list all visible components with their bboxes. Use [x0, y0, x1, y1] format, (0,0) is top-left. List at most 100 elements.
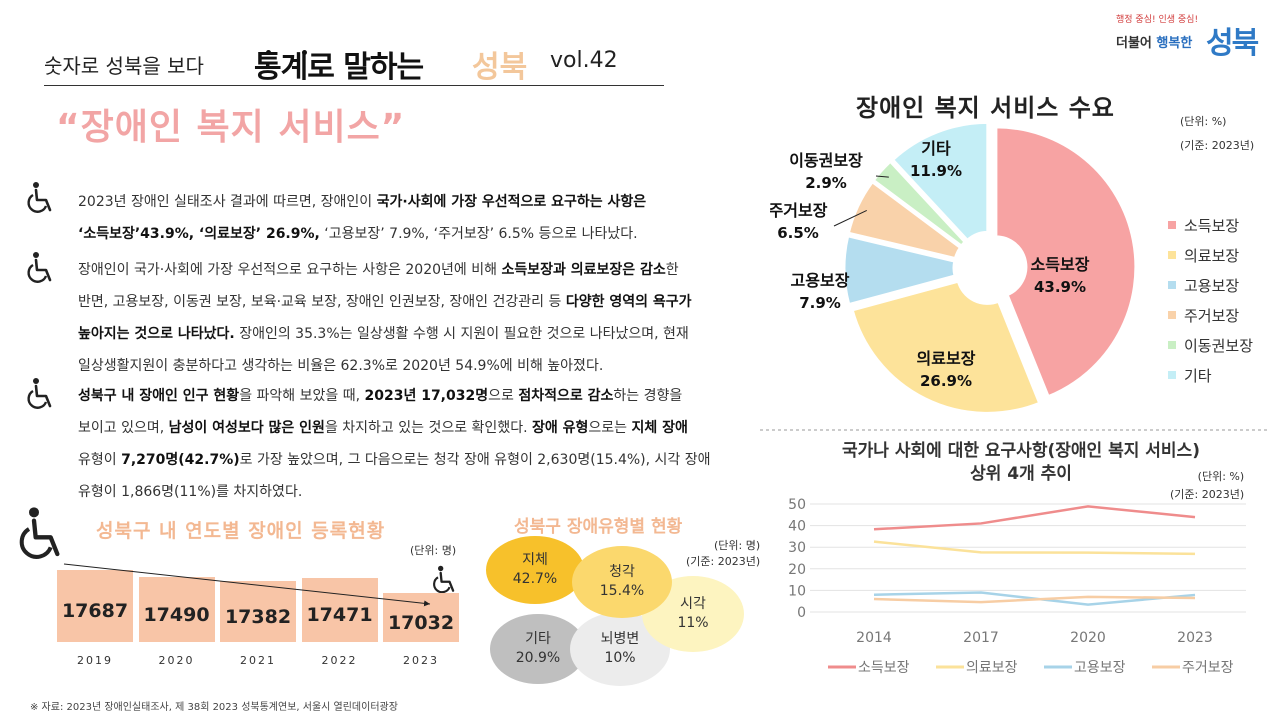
- bar-year-label: 2020: [158, 654, 195, 667]
- pie-leader-line: [833, 210, 867, 227]
- bar-value-label: 17032: [387, 611, 455, 634]
- pie-chart-title: 장애인 복지 서비스 수요: [856, 94, 1115, 122]
- legend-label: 고용보장: [1074, 660, 1126, 676]
- paragraph-emphasis: 2023년 17,032명: [364, 388, 489, 404]
- y-tick-label: 50: [788, 497, 806, 513]
- bar-year-label: 2019: [77, 654, 113, 667]
- header-volume: vol.42: [550, 48, 618, 73]
- pie-slice-2: [842, 234, 957, 307]
- bar-value-label: 17382: [224, 605, 292, 628]
- type-percent: 10%: [604, 650, 636, 666]
- legend-label: 주거보장: [1182, 660, 1234, 676]
- legend-label: 주거보장: [1184, 306, 1240, 325]
- bar-year-label: 2023: [403, 654, 439, 667]
- paragraph-text: ‘고용보장’ 7.9%, ‘주거보장’ 6.5% 등으로 나타났다.: [319, 226, 638, 242]
- registration-chart-unit: (단위: 명): [410, 544, 457, 557]
- pie-legend: 소득보장 의료보장 고용보장 주거보장 이동권보장 기타: [1168, 210, 1253, 390]
- bar-2023: [383, 593, 459, 642]
- legend-item: 이동권보장: [1168, 330, 1253, 360]
- type-name: 지체: [522, 552, 548, 568]
- logo-tagline: 행정 중심! 인생 중심!: [1116, 15, 1199, 25]
- trend-chart-unit: (단위: %) (기준: 2023년): [1170, 470, 1245, 501]
- pie-slice-5: [890, 120, 990, 243]
- legend-label: 의료보장: [1184, 246, 1240, 265]
- trend-chart-title: 국가나 사회에 대한 요구사항(장애인 복지 서비스) 상위 4개 추이: [842, 441, 1200, 484]
- bar-2022: [301, 578, 378, 642]
- y-tick-label: 40: [788, 519, 806, 535]
- type-bubble: 기타 20.9%: [490, 614, 586, 684]
- pie-slice-name: 고용보장: [791, 271, 850, 290]
- paragraph-text: 보이고 있으며,: [78, 420, 169, 436]
- paragraph-emphasis: 남성이 여성보다 많은 인원: [168, 420, 325, 436]
- paragraph-emphasis: 국가·사회에 가장 우선적으로 요구하는 사항은: [376, 194, 647, 210]
- pie-slice-name: 기타: [921, 139, 951, 158]
- y-tick-label: 0: [797, 605, 806, 621]
- registration-chart-title: 성북구 내 연도별 장애인 등록현황: [96, 520, 386, 542]
- x-tick-label: 2017: [963, 630, 999, 646]
- series-line-1: [873, 540, 1196, 556]
- emphasis-dot: [266, 50, 271, 55]
- y-tick-label: 10: [788, 583, 806, 599]
- type-percent: 11%: [677, 615, 709, 631]
- legend-label: 소득보장: [858, 660, 910, 676]
- type-bubble: 시각 11%: [642, 576, 744, 652]
- pie-slice-value: 11.9%: [910, 162, 962, 180]
- bar-2020: [138, 577, 215, 642]
- wheelchair-icon: [19, 507, 60, 559]
- pie-slice-value: 43.9%: [1034, 278, 1086, 296]
- bar-value-label: 17471: [306, 604, 373, 626]
- topic-title: “장애인 복지 서비스”: [56, 107, 406, 148]
- paragraph-text: 한: [665, 262, 679, 278]
- logo-slogan: 더불어 행복한: [1116, 36, 1193, 51]
- legend-label: 기타: [1184, 366, 1212, 385]
- paragraph-2: 장애인이 국가·사회에 가장 우선적으로 요구하는 사항은 2020년에 비해 …: [78, 254, 758, 382]
- pie-slice-name: 이동권보장: [789, 151, 863, 170]
- pie-slice-1: [850, 279, 1042, 415]
- pie-slice-4: [871, 159, 968, 249]
- paragraph-3: 성북구 내 장애인 인구 현황을 파악해 보았을 때, 2023년 17,032…: [78, 380, 758, 508]
- pie-slice-value: 7.9%: [799, 294, 841, 312]
- paragraph-text: 으로는: [588, 420, 632, 436]
- pie-slice-0: [994, 125, 1138, 399]
- source-note: ※ 자료: 2023년 장애인실태조사, 제 38회 2023 성북통계연보, …: [30, 702, 398, 713]
- emphasis-dot: [302, 50, 307, 55]
- paragraph-emphasis: ‘소득보장’43.9%, ‘의료보장’ 26.9%,: [78, 226, 320, 242]
- legend-swatch: [1168, 341, 1176, 349]
- type-name: 청각: [609, 564, 635, 580]
- legend-label: 소득보장: [1184, 216, 1240, 235]
- legend-swatch: [1168, 251, 1176, 259]
- type-percent: 42.7%: [512, 571, 558, 587]
- bar-2021: [220, 581, 296, 642]
- types-chart-unit: (단위: 명) (기준: 2023년): [686, 539, 761, 568]
- paragraph-text: 을 파악해 보았을 때,: [239, 388, 365, 404]
- legend-swatch: [1168, 221, 1176, 229]
- pie-leader-line: [875, 175, 889, 178]
- paragraph-text: 장애인의 35.3%는 일상생활 수행 시 지원이 필요한 것으로 나타났으며,…: [234, 326, 689, 342]
- legend-item: 소득보장: [1168, 210, 1253, 240]
- bar-value-label: 17687: [61, 600, 129, 623]
- y-tick-label: 30: [788, 540, 806, 556]
- seongbuk-logo: 행정 중심! 인생 중심! 더불어 행복한 성북: [1112, 8, 1272, 64]
- type-bubble: 청각 15.4%: [572, 546, 672, 618]
- legend-label: 의료보장: [966, 660, 1018, 676]
- series-line-3: [873, 595, 1196, 604]
- header-title: 통계로 말하는: [254, 50, 424, 85]
- legend-label: 이동권보장: [1184, 336, 1254, 355]
- wheelchair-icon: [27, 378, 52, 409]
- pie-slice-name: 소득보장: [1031, 255, 1090, 274]
- paragraph-text: 유형이: [78, 452, 122, 468]
- paragraph-emphasis: 장애 유형: [531, 420, 589, 436]
- wheelchair-icon: [27, 182, 52, 213]
- paragraph-emphasis: 지체 장애: [631, 420, 688, 436]
- trend-arrow: [63, 563, 431, 607]
- x-tick-label: 2014: [856, 630, 892, 646]
- series-line-0: [873, 505, 1196, 531]
- paragraph-emphasis: 소득보장과 의료보장은 감소: [501, 262, 666, 278]
- header-subtitle: 숫자로 성북을 보다: [44, 54, 204, 78]
- type-percent: 15.4%: [599, 583, 645, 599]
- legend-item: 기타: [1168, 360, 1253, 390]
- bar-year-label: 2022: [321, 654, 358, 667]
- types-chart-title: 성북구 장애유형별 현황: [514, 517, 683, 537]
- type-name: 뇌병변: [600, 631, 640, 647]
- y-tick-label: 20: [788, 562, 806, 578]
